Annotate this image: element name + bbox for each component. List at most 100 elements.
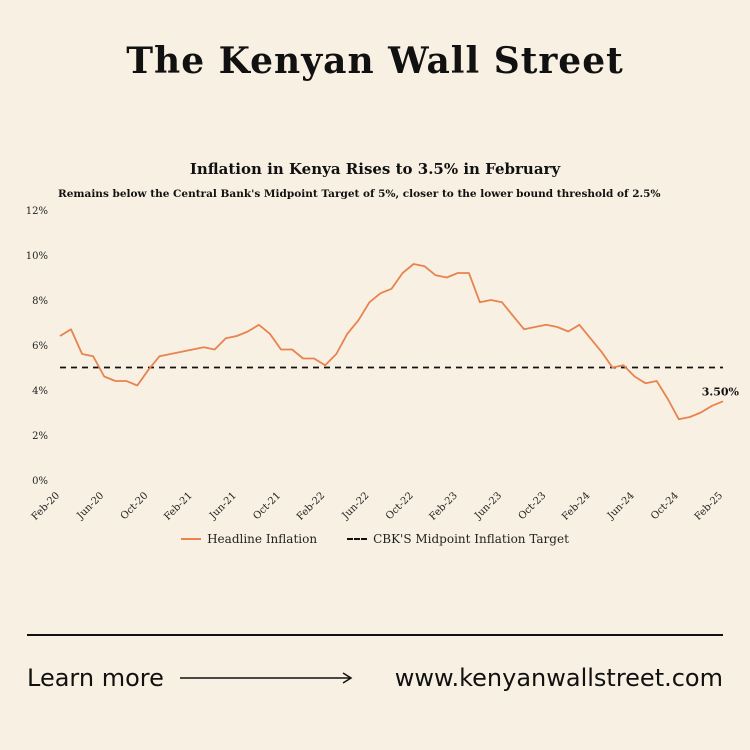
data-point xyxy=(103,375,105,377)
x-tick-label: Feb-24 xyxy=(560,490,592,522)
chart-subtitle: Remains below the Central Bank's Midpoin… xyxy=(58,188,661,200)
y-tick-label: 10% xyxy=(26,251,48,262)
y-tick-label: 6% xyxy=(32,341,48,352)
y-tick-label: 12% xyxy=(26,206,48,217)
data-point xyxy=(59,335,61,337)
legend-item-headline: Headline Inflation xyxy=(181,532,317,546)
data-point xyxy=(291,348,293,350)
data-point xyxy=(611,366,613,368)
data-point xyxy=(446,276,448,278)
data-point xyxy=(600,351,602,353)
x-tick-label: Feb-23 xyxy=(428,490,460,522)
data-point xyxy=(678,418,680,420)
x-tick-label: Oct-21 xyxy=(251,490,283,522)
data-point xyxy=(357,319,359,321)
legend-label-headline: Headline Inflation xyxy=(207,532,318,546)
data-point xyxy=(523,328,525,330)
footer-divider xyxy=(27,634,723,636)
data-point xyxy=(92,355,94,357)
x-tick-label: Feb-20 xyxy=(30,490,62,522)
data-point xyxy=(468,272,470,274)
inflation-line-chart: 0% 2% 4% 6% 8% 10% 12% Feb-20 Jun-20 Oct-20 Feb-21… xyxy=(26,206,740,523)
data-point xyxy=(501,301,503,303)
data-point xyxy=(667,398,669,400)
data-point xyxy=(191,348,193,350)
data-point xyxy=(313,357,315,359)
data-point xyxy=(236,335,238,337)
data-point xyxy=(457,272,459,274)
data-point xyxy=(368,301,370,303)
headline-inflation-line xyxy=(59,263,724,421)
data-point xyxy=(435,274,437,276)
x-tick-label: Feb-21 xyxy=(162,490,194,522)
masthead-logo: The Kenyan Wall Street xyxy=(126,40,624,82)
data-point xyxy=(302,357,304,359)
x-tick-label: Jun-21 xyxy=(207,490,239,522)
data-point xyxy=(258,324,260,326)
y-tick-label: 0% xyxy=(32,476,48,487)
data-point xyxy=(70,328,72,330)
data-point xyxy=(147,369,149,371)
chart-legend: Headline Inflation CBK'S Midpoint Inflat… xyxy=(0,532,750,546)
learn-more-link[interactable]: Learn more xyxy=(27,664,355,692)
data-point xyxy=(633,375,635,377)
data-point xyxy=(689,416,691,418)
data-point xyxy=(656,380,658,382)
data-point xyxy=(136,384,138,386)
x-tick-label: Oct-24 xyxy=(649,490,681,522)
x-tick-label: Oct-23 xyxy=(517,490,549,522)
last-value-annotation: 3.50% xyxy=(702,385,740,398)
data-point xyxy=(214,348,216,350)
legend-swatch-solid xyxy=(181,538,202,540)
chart-title: Inflation in Kenya Rises to 3.5% in Febr… xyxy=(189,160,561,178)
data-point xyxy=(125,380,127,382)
learn-more-label: Learn more xyxy=(27,664,164,692)
data-point xyxy=(158,355,160,357)
data-point xyxy=(589,337,591,339)
data-point xyxy=(578,324,580,326)
x-tick-label: Jun-23 xyxy=(472,490,504,522)
data-point xyxy=(180,351,182,353)
data-point xyxy=(335,353,337,355)
x-tick-label: Feb-25 xyxy=(693,490,725,522)
footer: Learn more www.kenyanwallstreet.com xyxy=(27,658,723,698)
data-point xyxy=(81,353,83,355)
data-point xyxy=(247,330,249,332)
data-point xyxy=(711,405,713,407)
y-tick-label: 4% xyxy=(32,386,48,397)
x-tick-label: Jun-24 xyxy=(605,490,637,522)
data-point xyxy=(412,263,414,265)
data-point xyxy=(269,333,271,335)
data-point xyxy=(700,411,702,413)
data-point xyxy=(390,288,392,290)
legend-swatch-dashed xyxy=(347,538,368,540)
data-point xyxy=(534,326,536,328)
data-point xyxy=(401,272,403,274)
arrow-right-icon xyxy=(179,672,353,684)
data-point xyxy=(225,337,227,339)
data-point xyxy=(479,301,481,303)
y-tick-label: 8% xyxy=(32,296,48,307)
data-point xyxy=(346,333,348,335)
legend-item-target: CBK'S Midpoint Inflation Target xyxy=(347,532,569,546)
data-point xyxy=(202,346,204,348)
data-point xyxy=(622,364,624,366)
data-point xyxy=(169,353,171,355)
x-tick-label: Feb-22 xyxy=(295,490,327,522)
data-point xyxy=(324,364,326,366)
x-tick-label: Oct-22 xyxy=(384,490,416,522)
data-point xyxy=(512,315,514,317)
data-point xyxy=(114,380,116,382)
data-point xyxy=(556,326,558,328)
legend-label-target: CBK'S Midpoint Inflation Target xyxy=(373,532,569,546)
data-point xyxy=(423,265,425,267)
x-tick-label: Jun-20 xyxy=(75,490,107,522)
data-point xyxy=(567,330,569,332)
x-tick-label: Jun-22 xyxy=(340,490,372,522)
y-tick-label: 2% xyxy=(32,431,48,442)
data-point xyxy=(280,348,282,350)
data-point xyxy=(379,292,381,294)
data-point xyxy=(490,299,492,301)
x-tick-label: Oct-20 xyxy=(119,490,151,522)
website-link[interactable]: www.kenyanwallstreet.com xyxy=(394,664,723,692)
